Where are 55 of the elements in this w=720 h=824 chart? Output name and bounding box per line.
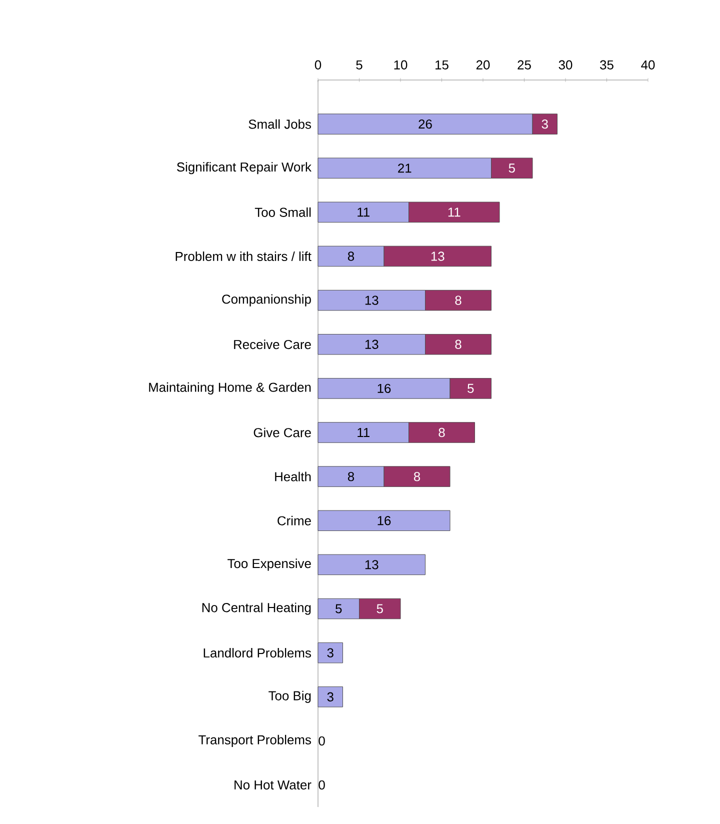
y-tick-label: Companionship — [222, 294, 311, 306]
data-label: 8 — [414, 472, 420, 482]
x-tick-label: 35 — [600, 60, 614, 70]
bar — [318, 686, 343, 708]
y-tick-label: No Central Heating — [202, 602, 311, 615]
y-tick-label: Significant Repair Work — [176, 162, 312, 174]
data-label: 3 — [327, 648, 334, 658]
data-label: 13 — [365, 340, 378, 349]
data-label: 8 — [348, 472, 354, 482]
y-tick-label: Too Small — [254, 207, 311, 217]
data-label: 0 — [318, 780, 325, 790]
data-label: 3 — [327, 692, 334, 702]
bar — [318, 510, 450, 531]
x-tick-label: 20 — [476, 60, 490, 70]
y-tick-label: Maintaining Home & Garden — [149, 382, 311, 394]
x-tick-label: 0 — [314, 60, 322, 70]
y-tick-label: Too Big — [268, 690, 311, 703]
data-label: 13 — [365, 296, 378, 305]
y-tick-label: Landlord Problems — [204, 648, 311, 658]
data-label: 5 — [336, 604, 342, 614]
data-label: 21 — [398, 164, 412, 173]
data-label: 8 — [348, 252, 354, 261]
data-label: 16 — [378, 384, 391, 394]
x-tick-label: 5 — [356, 60, 362, 70]
data-label: 5 — [376, 604, 383, 614]
data-label: 5 — [508, 164, 515, 173]
y-tick-label: Too Expensive — [228, 558, 311, 571]
data-label: 11 — [358, 208, 370, 217]
data-label: 8 — [438, 428, 445, 438]
bar — [318, 554, 426, 576]
data-label: 8 — [455, 296, 462, 305]
x-tick-label: 40 — [641, 60, 655, 70]
data-label: 3 — [542, 119, 548, 129]
y-tick-label: Crime — [278, 516, 311, 526]
y-tick-label: Small Jobs — [248, 119, 312, 129]
data-label: 16 — [378, 516, 391, 526]
y-tick-label: Health — [275, 472, 311, 482]
data-label: 8 — [455, 340, 462, 349]
x-tick-label: 15 — [436, 60, 448, 70]
data-label: 13 — [431, 252, 444, 261]
data-label: 11 — [358, 428, 370, 437]
y-tick-label: Problem w ith stairs / lift — [176, 251, 312, 261]
bar — [318, 642, 343, 664]
y-tick-label: Receive Care — [234, 340, 311, 350]
x-tick-label: 30 — [558, 60, 572, 70]
y-tick-label: No Hot Water — [234, 780, 312, 790]
data-label: 11 — [448, 208, 460, 217]
y-tick-label: Transport Problems — [198, 734, 312, 747]
x-tick-label: 25 — [518, 60, 531, 70]
data-label: 13 — [365, 560, 378, 570]
y-tick-label: Give Care — [254, 428, 311, 438]
x-tick-label: 10 — [394, 60, 408, 70]
data-label: 26 — [418, 119, 432, 129]
data-label: 5 — [468, 384, 474, 393]
data-label: 0 — [318, 736, 325, 746]
